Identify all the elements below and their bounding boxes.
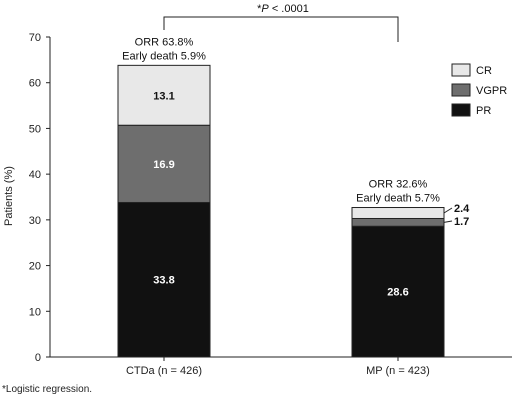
bar-segment-cr xyxy=(117,64,211,126)
significance-bracket xyxy=(163,16,399,42)
y-tick-label: 40 xyxy=(29,169,41,181)
bar-segment-vgpr xyxy=(351,217,445,227)
legend: CR VGPR PR xyxy=(451,63,507,117)
data-label: 13.1 xyxy=(153,90,174,102)
y-tick-label: 70 xyxy=(29,32,41,44)
footnote: *Logistic regression. xyxy=(2,384,93,395)
bar-segment-vgpr xyxy=(117,124,211,203)
legend-swatch-pr xyxy=(451,103,471,117)
orr-annotation: ORR 63.8% xyxy=(135,36,194,48)
x-category-label: CTDa (n = 426) xyxy=(126,365,202,377)
annotations: ORR 63.8% Early death 5.9% ORR 32.6% Early … xyxy=(122,3,440,205)
early-death-annotation: Early death 5.9% xyxy=(122,50,206,62)
axes: 0 10 20 30 40 50 60 70 CTDa (n = 426) MP (n = 423… xyxy=(29,32,512,377)
data-label: 16.9 xyxy=(153,159,174,171)
y-tick-label: 30 xyxy=(29,215,41,227)
leader-line xyxy=(443,220,453,223)
bar-segment-pr xyxy=(117,201,211,358)
bar-segment-pr xyxy=(351,225,445,358)
significance-label: *P < .0001 xyxy=(257,3,309,15)
y-tick-label: 10 xyxy=(29,306,41,318)
data-label: 1.7 xyxy=(454,216,469,228)
data-label: 33.8 xyxy=(153,275,174,287)
legend-swatch-vgpr xyxy=(451,83,471,97)
bar-segment-cr xyxy=(351,207,445,219)
y-tick-label: 20 xyxy=(29,261,41,273)
y-tick-label: 50 xyxy=(29,123,41,135)
x-category-label: MP (n = 423) xyxy=(366,365,430,377)
legend-label-cr: CR xyxy=(476,65,492,77)
y-tick-label: 60 xyxy=(29,78,41,90)
legend-label-vgpr: VGPR xyxy=(476,85,507,97)
data-label: 28.6 xyxy=(387,287,408,299)
orr-annotation: ORR 32.6% xyxy=(369,179,428,191)
early-death-annotation: Early death 5.7% xyxy=(356,193,440,205)
bars: 33.8 16.9 13.1 28.6 2.41.7 xyxy=(117,64,470,358)
y-tick-label: 0 xyxy=(35,352,41,364)
legend-label-pr: PR xyxy=(476,105,491,117)
y-axis-label: Patients (%) xyxy=(3,166,15,226)
data-label: 2.4 xyxy=(454,203,470,215)
legend-swatch-cr xyxy=(451,63,471,77)
leader-line xyxy=(443,207,453,214)
